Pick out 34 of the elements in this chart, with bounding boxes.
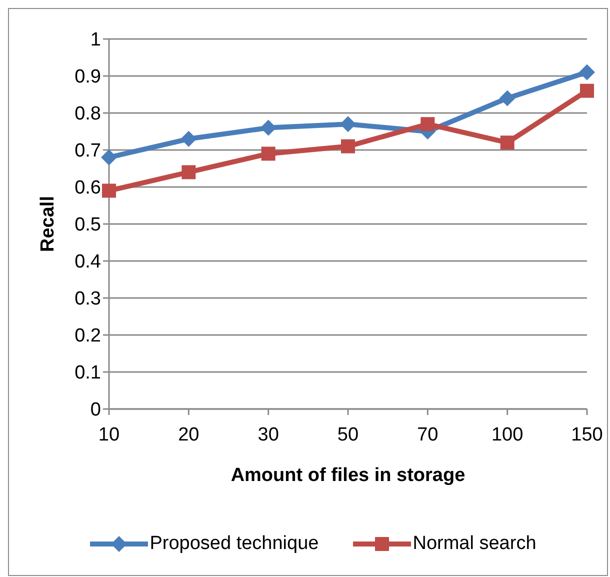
x-tick-label: 150	[571, 424, 603, 446]
point	[182, 165, 196, 180]
point	[420, 117, 435, 132]
legend-label: Normal search	[412, 533, 536, 555]
y-axis-title: Recall	[38, 196, 59, 252]
y-tick-label: 0.3	[74, 288, 101, 310]
point	[340, 116, 356, 132]
x-tick-label: 30	[258, 424, 279, 446]
legend-label: Proposed technique	[150, 533, 319, 555]
x-tick-label: 20	[178, 424, 200, 446]
point	[499, 90, 516, 106]
x-tick-label: 50	[337, 424, 359, 446]
point	[341, 139, 355, 154]
x-tick-label: 70	[417, 424, 438, 446]
x-tick-label: 100	[491, 424, 524, 446]
y-tick-label: 0.5	[74, 214, 101, 236]
x-axis-title: Amount of files in storage	[230, 465, 466, 486]
point	[580, 84, 594, 98]
point	[102, 184, 116, 198]
point	[180, 130, 197, 147]
y-tick-label: 0.4	[74, 252, 102, 273]
point	[261, 146, 276, 161]
y-tick-label: 0.1	[74, 362, 101, 384]
point	[101, 149, 117, 166]
y-tick-label: 0.7	[74, 140, 101, 162]
y-tick-label: 0.2	[74, 326, 101, 347]
y-tick-label: 0.8	[74, 104, 101, 125]
y-tick-label: 0.9	[74, 66, 101, 88]
point	[579, 64, 595, 80]
y-tick-label: 1	[90, 30, 101, 51]
y-tick-label: 0	[90, 400, 101, 421]
y-tick-label: 0.6	[74, 178, 101, 199]
point	[500, 136, 514, 150]
x-tick-label: 10	[98, 424, 120, 446]
